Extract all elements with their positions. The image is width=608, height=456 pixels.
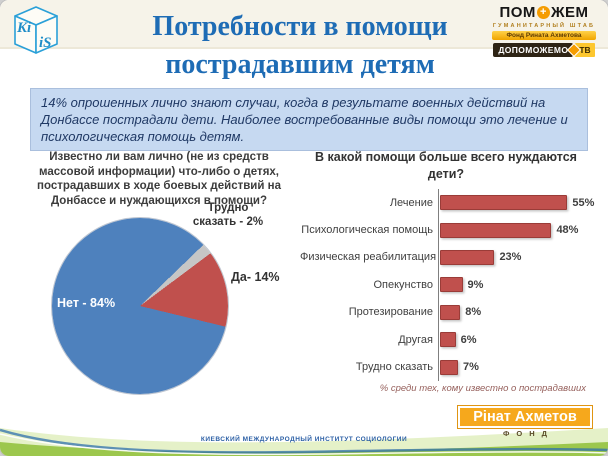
kiis-logo: Ki iS: [9, 5, 63, 62]
pomozhem-text-right: ЖЕМ: [550, 4, 589, 21]
slide-title-line1: Потребности в помощи: [152, 11, 448, 42]
pie-chart-title: Известно ли вам лично (не из средств мас…: [37, 151, 281, 207]
bar-track: [438, 216, 552, 244]
bar-fill: [440, 222, 552, 238]
bar-row: Физическая реабилитация 23%: [300, 243, 600, 272]
bar-value-label: 6%: [460, 333, 477, 346]
bar-fill: [440, 249, 495, 265]
akhmetov-name-box: Рінат Ахметов: [458, 406, 592, 428]
bar-category-label: Другая: [398, 333, 433, 346]
kiis-left-letters: Ki: [16, 20, 32, 36]
bar-chart: Лечение 55% Психологическая помощь 48% Физич…: [300, 189, 600, 381]
tv-label: ТВ: [575, 43, 595, 57]
akhmetov-fund-label: ФОНД: [503, 429, 554, 438]
bar-track: [438, 298, 461, 326]
bar-chart-footnote: % среди тех, кому известно о пострадавши…: [379, 383, 586, 394]
footer-wave-graphic: [0, 428, 608, 456]
bar-category-label: Лечение: [389, 196, 433, 209]
bar-value-label: 55%: [572, 196, 595, 209]
header-strip: [0, 0, 608, 49]
bar-category-label: Трудно сказать: [355, 361, 433, 374]
bar-fill: [440, 304, 461, 320]
bar-row: Психологическая помощь 48%: [300, 216, 600, 244]
bar-value-label: 8%: [465, 306, 482, 319]
pomozhem-subtitle: ГУМАНИТАРНЫЙ ШТАБ: [492, 23, 596, 29]
footer-institute-name: КИЕВСКИЙ МЕЖДУНАРОДНЫЙ ИНСТИТУТ СОЦИОЛОГ…: [200, 436, 408, 443]
bar-track: [438, 325, 456, 354]
bar-fill: [440, 277, 463, 293]
bar-value-label: 7%: [462, 361, 479, 374]
bar-fill: [440, 195, 568, 211]
plus-circle-icon: +: [536, 6, 550, 19]
pie-chart: [52, 218, 228, 394]
pomozhem-fund-bar: Фонд Рината Ахметова: [492, 31, 596, 40]
slide-title: Потребности в помощи пострадавшим детям: [60, 8, 540, 84]
bar-track: [438, 271, 463, 299]
kiis-cube-icon: Ki iS: [14, 6, 58, 54]
dopomozhemo-label: ДОПОМОЖЕМО: [493, 43, 574, 57]
bar-value-label: 9%: [467, 278, 484, 291]
summary-callout: 14% опрошенных лично знают случаи, когда…: [30, 88, 588, 152]
bar-value-label: 48%: [556, 224, 579, 237]
slide-title-line2: пострадавшим детям: [165, 49, 435, 80]
kiis-right-letters: iS: [39, 35, 52, 51]
bar-value-label: 23%: [499, 251, 522, 264]
bar-fill: [440, 332, 456, 348]
bar-chart-title: В какой помощи больше всего нуждаются де…: [315, 150, 577, 181]
pomozhem-text-left: ПОМ: [499, 4, 536, 21]
bar-fill: [440, 359, 458, 375]
bar-track: [438, 243, 495, 272]
bar-track: [438, 353, 458, 381]
bar-row: Другая 6%: [300, 325, 600, 354]
pomozhem-wordmark: ПОМ + ЖЕМ: [499, 4, 588, 21]
pomozhem-logo: ПОМ + ЖЕМ ГУМАНИТАРНЫЙ ШТАБ Фонд Рината …: [488, 4, 600, 58]
pie-label-trudno-skazat: Трудно сказать - 2%: [192, 202, 264, 228]
bar-row: Протезирование 8%: [300, 298, 600, 326]
akhmetov-foundation-logo: Рінат Ахметов ФОНД: [458, 406, 592, 438]
bar-category-label: Протезирование: [348, 306, 433, 319]
bar-row: Трудно сказать 7%: [300, 353, 600, 381]
bar-category-label: Опекунство: [373, 278, 433, 291]
bar-row: Опекунство 9%: [300, 271, 600, 299]
pie-label-net: Нет - 84%: [57, 296, 116, 310]
bar-track: [438, 189, 568, 217]
bar-row: Лечение 55%: [300, 189, 600, 217]
bar-category-label: Психологическая помощь: [301, 224, 433, 237]
pie-label-da: Да- 14%: [231, 270, 280, 284]
bar-category-label: Физическая реабилитация: [300, 251, 437, 264]
dopomozhemo-tv-logo: ДОПОМОЖЕМО ТВ: [493, 42, 595, 58]
